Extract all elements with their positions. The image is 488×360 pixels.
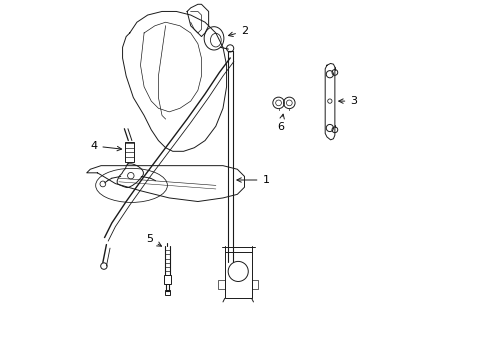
Text: 4: 4 [90,141,122,151]
Text: 1: 1 [236,175,269,185]
Bar [218,280,224,289]
Text: 3: 3 [338,96,357,106]
Text: 2: 2 [228,26,247,36]
Bar [251,280,258,289]
Bar [125,142,134,162]
Bar [163,275,171,284]
Bar [165,291,169,295]
Text: 5: 5 [145,234,161,246]
Bar [224,252,251,298]
Text: 6: 6 [276,114,284,132]
